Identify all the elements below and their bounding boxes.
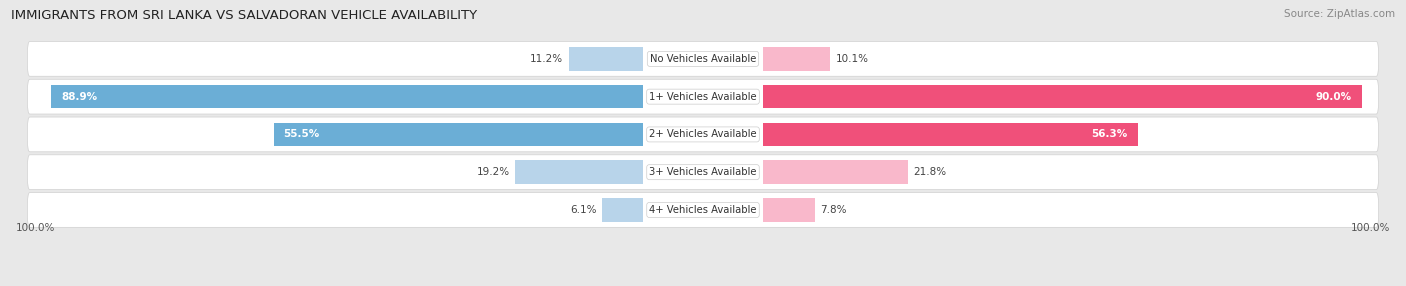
Text: 56.3%: 56.3% <box>1091 130 1128 139</box>
Bar <box>603 198 643 222</box>
Bar <box>763 123 1137 146</box>
Text: 1+ Vehicles Available: 1+ Vehicles Available <box>650 92 756 102</box>
Text: 3+ Vehicles Available: 3+ Vehicles Available <box>650 167 756 177</box>
Text: 88.9%: 88.9% <box>62 92 97 102</box>
Bar <box>274 123 643 146</box>
FancyBboxPatch shape <box>27 192 1379 227</box>
Text: 100.0%: 100.0% <box>1351 223 1391 233</box>
Bar <box>763 160 908 184</box>
Text: Source: ZipAtlas.com: Source: ZipAtlas.com <box>1284 9 1395 19</box>
Text: 11.2%: 11.2% <box>530 54 564 64</box>
Bar <box>52 85 643 108</box>
Bar <box>515 160 643 184</box>
Bar <box>763 85 1362 108</box>
Text: 6.1%: 6.1% <box>571 205 598 215</box>
Bar <box>568 47 643 71</box>
Bar <box>763 198 815 222</box>
FancyBboxPatch shape <box>27 117 1379 152</box>
Text: 100.0%: 100.0% <box>15 223 55 233</box>
FancyBboxPatch shape <box>27 41 1379 76</box>
Text: 10.1%: 10.1% <box>835 54 869 64</box>
Text: 4+ Vehicles Available: 4+ Vehicles Available <box>650 205 756 215</box>
Text: 2+ Vehicles Available: 2+ Vehicles Available <box>650 130 756 139</box>
Text: No Vehicles Available: No Vehicles Available <box>650 54 756 64</box>
Bar <box>763 47 830 71</box>
FancyBboxPatch shape <box>27 155 1379 190</box>
Text: IMMIGRANTS FROM SRI LANKA VS SALVADORAN VEHICLE AVAILABILITY: IMMIGRANTS FROM SRI LANKA VS SALVADORAN … <box>11 9 478 21</box>
Text: 21.8%: 21.8% <box>914 167 946 177</box>
Text: 19.2%: 19.2% <box>477 167 510 177</box>
Text: 55.5%: 55.5% <box>284 130 321 139</box>
Text: 90.0%: 90.0% <box>1316 92 1353 102</box>
Text: 7.8%: 7.8% <box>820 205 846 215</box>
FancyBboxPatch shape <box>27 79 1379 114</box>
